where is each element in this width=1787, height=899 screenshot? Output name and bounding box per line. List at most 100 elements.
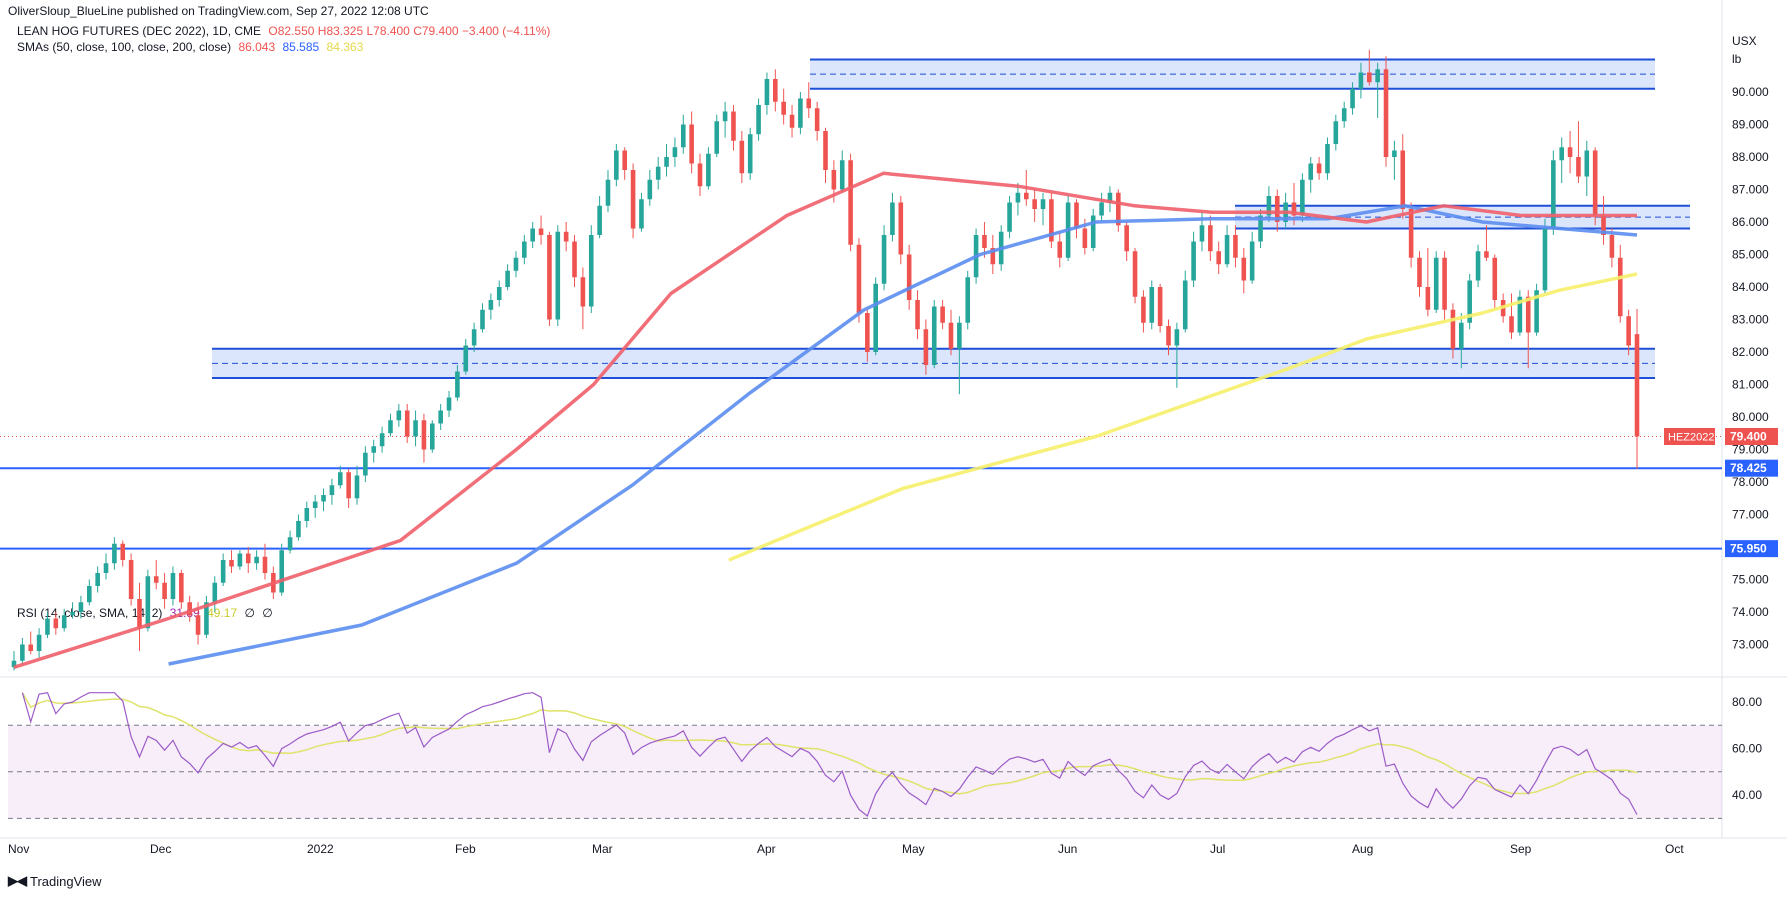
candle-body xyxy=(906,254,912,300)
candle-body xyxy=(990,248,996,265)
candle-body xyxy=(1141,296,1146,323)
candle-body xyxy=(1090,215,1096,248)
candle-body xyxy=(1601,215,1606,235)
candle-body xyxy=(112,543,117,564)
rsi-line xyxy=(21,692,1638,817)
candle-body xyxy=(1274,196,1280,222)
time-tick-label: Feb xyxy=(455,842,476,856)
candle-body xyxy=(1375,69,1380,83)
candle-body xyxy=(580,277,586,307)
candle-body xyxy=(1291,202,1297,216)
price-tick-label: 80.000 xyxy=(1732,410,1769,424)
candle-body xyxy=(145,576,151,629)
candle-body xyxy=(781,101,786,115)
candle-body xyxy=(28,644,34,651)
candle-body xyxy=(1492,257,1498,300)
candle-body xyxy=(304,508,310,521)
candle-body xyxy=(839,160,845,190)
candle-body xyxy=(940,306,945,323)
price-tick-label: 85.000 xyxy=(1732,248,1769,262)
candle-body xyxy=(563,231,569,242)
candle-body xyxy=(204,602,209,635)
candle-body xyxy=(898,202,904,255)
candle-body xyxy=(789,114,795,128)
candle-body xyxy=(555,231,561,320)
rsi-sma-line xyxy=(21,692,1638,795)
candle-body xyxy=(756,105,761,135)
candle-body xyxy=(1316,163,1322,174)
candle-body xyxy=(1542,228,1548,291)
candle-body xyxy=(538,228,544,235)
candle-body xyxy=(639,199,644,229)
candle-body xyxy=(388,420,393,434)
candle-body xyxy=(1023,192,1029,200)
last-price-label: 79.400 xyxy=(1730,430,1767,444)
candle-body xyxy=(404,410,410,437)
candle-body xyxy=(1124,225,1129,252)
level2-marker: 75.950 xyxy=(1725,540,1778,558)
candle-body xyxy=(53,618,59,629)
candle-body xyxy=(1609,235,1615,258)
candle-body xyxy=(1333,121,1339,144)
tradingview-brand: TradingView xyxy=(30,873,102,889)
candle-body xyxy=(1525,296,1531,333)
sma100-line xyxy=(168,204,1638,666)
candle-body xyxy=(530,228,535,242)
candle-body xyxy=(162,582,167,599)
candle-body xyxy=(1425,287,1431,310)
candle-body xyxy=(237,553,243,567)
candle-body xyxy=(588,235,594,307)
price-tick-label: 87.000 xyxy=(1732,183,1769,197)
candle-body xyxy=(45,618,50,635)
candle-body xyxy=(312,501,318,508)
time-tick-label: Nov xyxy=(8,842,29,856)
price-tick-label: 75.000 xyxy=(1732,573,1769,587)
candle-body xyxy=(923,329,929,365)
candle-body xyxy=(630,170,636,229)
candle-body xyxy=(680,124,686,148)
candle-body xyxy=(471,329,477,346)
candle-body xyxy=(1216,251,1222,265)
tradingview-footer[interactable]: ▶◀ TradingView xyxy=(8,873,102,889)
candle-body xyxy=(1182,280,1188,330)
candle-body xyxy=(1107,192,1113,203)
price-tick-label: 82.000 xyxy=(1732,345,1769,359)
candle-body xyxy=(1634,334,1640,437)
candle-body xyxy=(187,602,192,616)
candle-body xyxy=(1442,257,1447,310)
candle-body xyxy=(605,179,611,206)
rsi-tick-label: 60.00 xyxy=(1732,742,1762,756)
rsi-tick-label: 40.00 xyxy=(1732,788,1762,802)
candle-body xyxy=(254,556,259,564)
candle-body xyxy=(195,615,201,635)
rsi-label: RSI (14, close, SMA, 14, 2) xyxy=(17,606,163,620)
candle-body xyxy=(279,550,285,593)
candle-body xyxy=(321,495,326,502)
price-tick-label: 78.000 xyxy=(1732,475,1769,489)
candle-body xyxy=(220,560,226,583)
candle-body xyxy=(1534,290,1539,333)
level1-box xyxy=(1725,459,1778,477)
candle-body xyxy=(488,300,494,310)
candle-body xyxy=(1584,150,1590,177)
candle-body xyxy=(61,615,67,629)
time-tick-label: Apr xyxy=(757,842,776,856)
candle-body xyxy=(1099,202,1104,216)
candle-body xyxy=(747,134,753,174)
candle-body xyxy=(153,576,159,583)
candle-body xyxy=(1074,202,1079,229)
rsi-tick-label: 80.00 xyxy=(1732,695,1762,709)
candle-body xyxy=(1157,287,1163,326)
candle-body xyxy=(496,287,502,300)
ohlc-values: O82.550 H83.325 L78.400 C79.400 −3.400 (… xyxy=(268,24,551,38)
candle-body xyxy=(480,309,485,330)
candle-body xyxy=(1249,241,1255,281)
price-tick-label: 79.000 xyxy=(1732,443,1769,457)
candle-body xyxy=(1007,202,1012,232)
candle-body xyxy=(1592,150,1598,216)
publish-info: OliverSloup_BlueLine published on Tradin… xyxy=(8,4,429,18)
candle-body xyxy=(1366,72,1372,83)
candle-body xyxy=(547,235,552,320)
candle-body xyxy=(873,283,878,352)
